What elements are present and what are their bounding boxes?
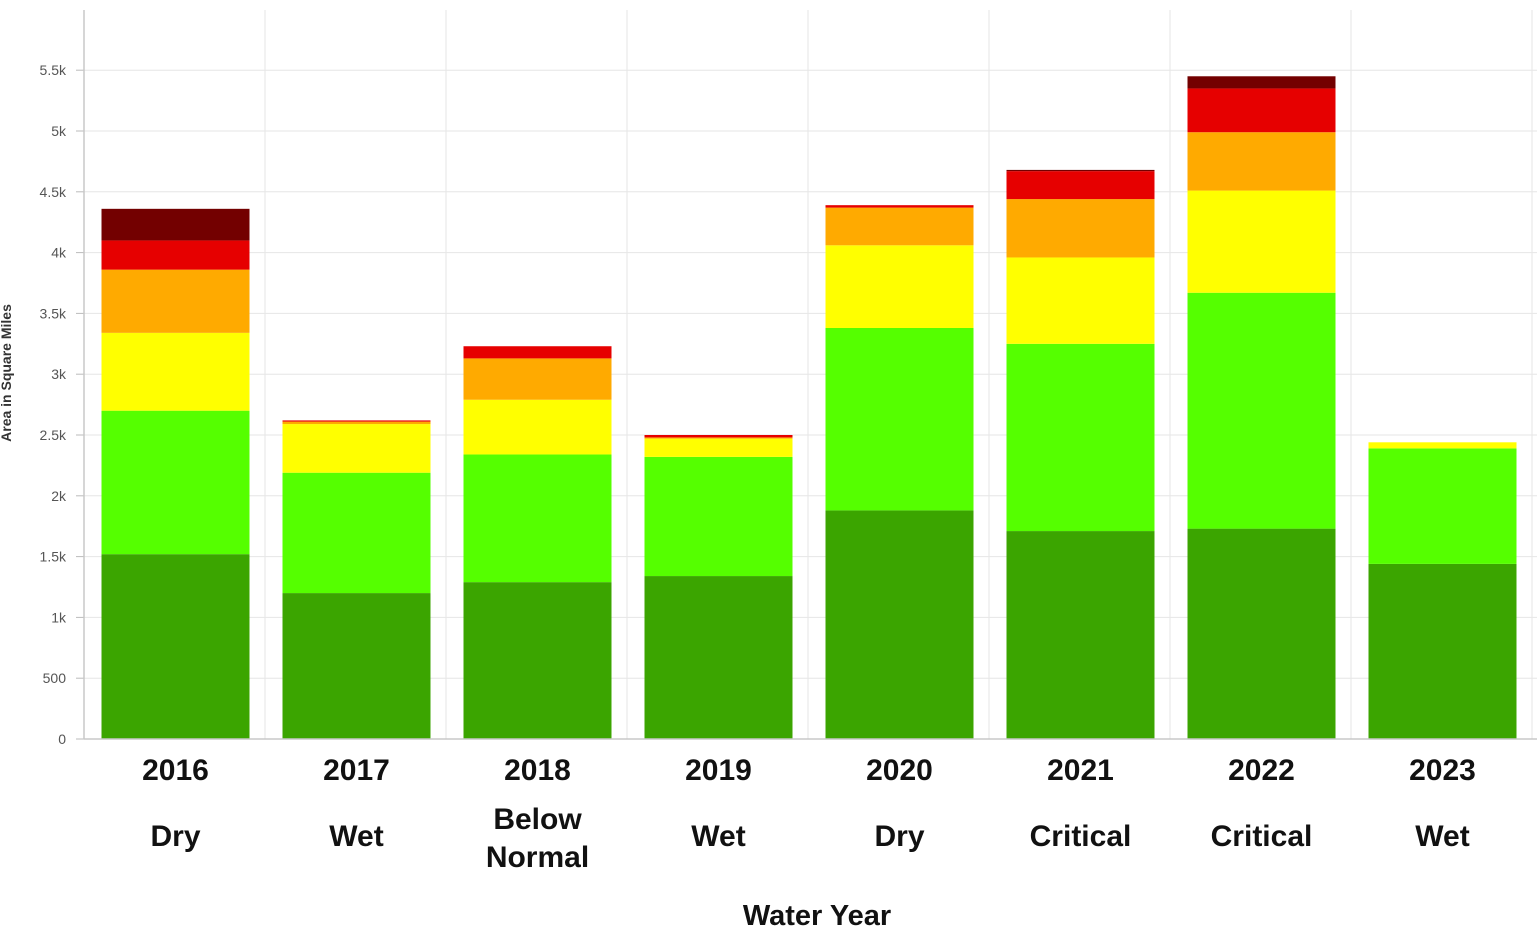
y-tick-label: 1.5k (40, 549, 67, 565)
x-tick-label-water-year-type: Wet (691, 820, 745, 853)
bar-segment (1187, 190, 1336, 293)
y-tick-labels: 0 500 1k 1.5k 2k 2.5k 3k 3.5k 4k 4.5k 5k 5.5k (40, 62, 67, 747)
bar-segment (101, 554, 250, 739)
axes (83, 10, 1537, 740)
bar-segment (101, 410, 250, 555)
bar-segment (1006, 531, 1155, 739)
bar-segment (1187, 132, 1336, 191)
bar-segment (644, 576, 793, 739)
bar-segment (282, 420, 431, 422)
bar-segment (1006, 171, 1155, 200)
y-tick-label: 2.5k (40, 427, 67, 443)
x-tick-label-year: 2017 (323, 754, 390, 787)
x-tick-label-year: 2022 (1228, 754, 1295, 787)
bar-segment (101, 240, 250, 270)
y-tick-label: 3k (51, 366, 67, 382)
bar-segment (101, 269, 250, 333)
bar-segment (101, 332, 250, 411)
y-tick-label: 1k (51, 609, 67, 625)
y-tick-label: 5.5k (40, 62, 67, 78)
y-tick-label: 3.5k (40, 305, 67, 321)
bar-segment (463, 454, 612, 583)
bar-segment (463, 358, 612, 400)
x-tick-label-year: 2016 (142, 754, 209, 787)
x-tick-label-year: 2020 (866, 754, 933, 787)
bar-segment (463, 399, 612, 455)
x-tick-label-water-year-type: Wet (329, 820, 383, 853)
y-axis-title: Area in Square Miles (0, 304, 14, 442)
x-tick-label-water-year-type: Wet (1415, 820, 1469, 853)
x-tick-label-water-year-type: Critical (1030, 820, 1132, 853)
y-tick-label: 4k (51, 245, 67, 261)
bar-segment (825, 207, 974, 246)
bar-segment (825, 327, 974, 511)
bar-segment (282, 472, 431, 594)
bar-segment (1368, 442, 1517, 449)
bar-segment (1187, 88, 1336, 133)
bar-segment (282, 421, 431, 425)
bar-stacks (101, 76, 1517, 739)
x-axis-title: Water Year (743, 900, 891, 931)
x-tick-label-water-year-type: Dry (150, 820, 200, 853)
bar-segment (1006, 257, 1155, 344)
bar-segment (1006, 169, 1155, 172)
y-tick-label: 5k (51, 123, 67, 139)
bar-segment (1368, 563, 1517, 739)
bar-segment (282, 593, 431, 739)
bar-segment (1368, 448, 1517, 564)
x-tick-label-year: 2019 (685, 754, 752, 787)
x-tick-label-year: 2023 (1409, 754, 1476, 787)
x-tick-label-year: 2018 (504, 754, 571, 787)
x-category-labels: 2016 Dry 2017 Wet 2018 Below Normal 2019 Wet 2020… (142, 754, 1476, 874)
bar-segment (644, 438, 793, 457)
bar-segment (101, 208, 250, 241)
bar-segment (282, 424, 431, 473)
y-tick-label: 500 (43, 670, 67, 686)
x-tick-label-water-year-type: Critical (1211, 820, 1313, 853)
y-tick-label: 0 (58, 731, 66, 747)
bar-segment (1187, 76, 1336, 89)
bar-segment (463, 346, 612, 359)
y-tick-label: 2k (51, 488, 67, 504)
bar-segment (644, 435, 793, 438)
bar-segment (463, 582, 612, 739)
x-tick-label-water-year-type: Below (493, 803, 582, 836)
x-tick-label-water-year-type: Normal (486, 841, 589, 874)
bar-segment (825, 205, 974, 208)
x-tick-label-water-year-type: Dry (874, 820, 924, 853)
bar-segment (825, 510, 974, 739)
bar-segment (1006, 343, 1155, 532)
bar-segment (644, 437, 793, 439)
bar-segment (1006, 199, 1155, 258)
y-tick-label: 4.5k (40, 184, 67, 200)
x-tick-label-year: 2021 (1047, 754, 1114, 787)
bar-segment (644, 456, 793, 577)
bar-segment (1187, 528, 1336, 739)
bar-segment (825, 245, 974, 328)
bar-segment (1187, 292, 1336, 529)
